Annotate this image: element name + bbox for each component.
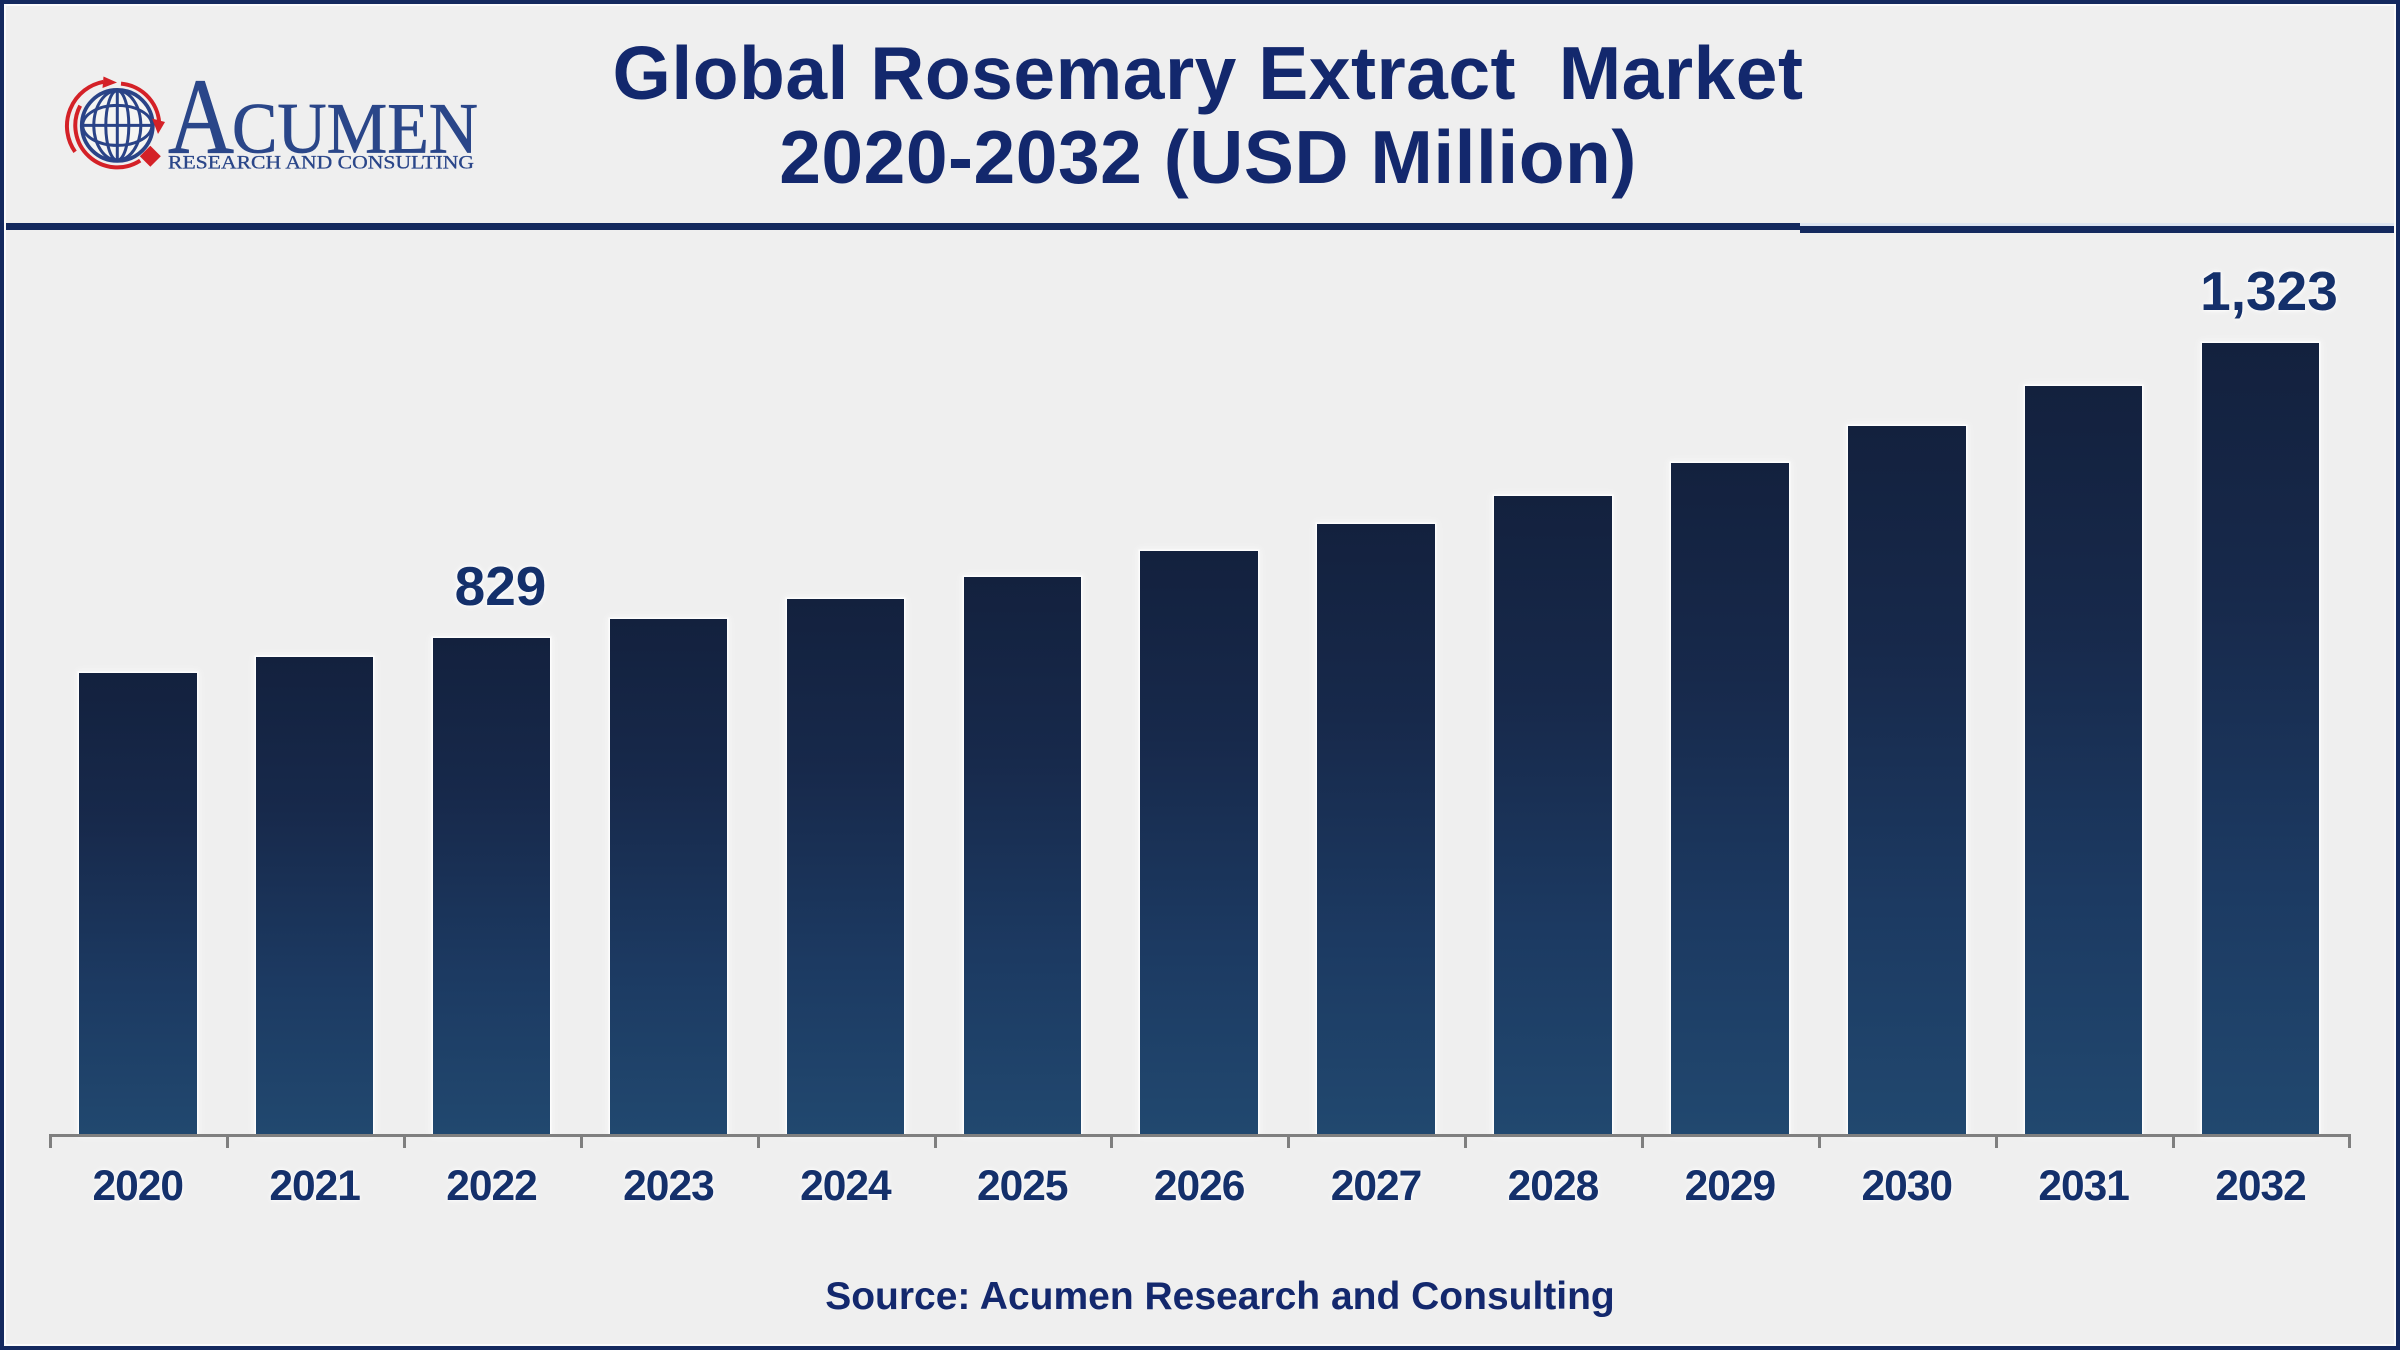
- svg-text:RESEARCH AND CONSULTING: RESEARCH AND CONSULTING: [168, 153, 474, 174]
- svg-text:CUMEN: CUMEN: [232, 88, 478, 168]
- svg-text:A: A: [168, 60, 234, 176]
